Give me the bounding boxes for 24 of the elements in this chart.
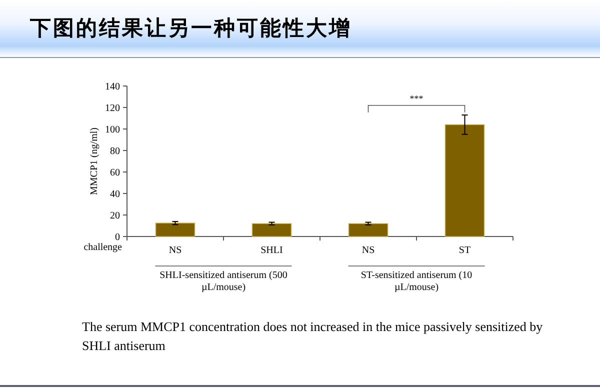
y-axis-title: MMCP1 (ng/ml) xyxy=(89,127,100,196)
x-tick-label: ST xyxy=(458,245,471,256)
bar xyxy=(348,223,388,237)
x-tick-label: NS xyxy=(362,245,375,256)
bar xyxy=(155,222,196,237)
y-tick-label: 40 xyxy=(110,189,120,200)
x-tick-label: SHLI xyxy=(260,245,283,256)
y-tick-label: 140 xyxy=(105,82,120,92)
annotation: *** xyxy=(410,93,424,104)
y-tick-label: 20 xyxy=(110,210,120,222)
text: ST-sensitized antiserum (10 µL/mouse) xyxy=(360,270,474,294)
y-tick-label: 60 xyxy=(110,168,120,178)
bar xyxy=(252,223,292,237)
text: SHLI-sensitized antiserum (500 µL/mouse) xyxy=(158,270,288,294)
bar xyxy=(444,124,485,237)
text: The serum MMCP1 concentration does not increased in the mice passively sensitized by SHLI antiserum xyxy=(82,318,544,355)
significance-bracket: *** xyxy=(368,93,466,113)
y-tick-label: 0 xyxy=(115,232,120,243)
text: challenge xyxy=(84,242,123,253)
y-tick-label: 80 xyxy=(110,146,120,157)
y-tick-label: 100 xyxy=(105,124,120,136)
y-tick-label: 120 xyxy=(105,103,120,114)
chart-title: 下图的结果让另一种可能性大增 xyxy=(30,15,352,42)
x-tick-label: NS xyxy=(168,245,182,256)
